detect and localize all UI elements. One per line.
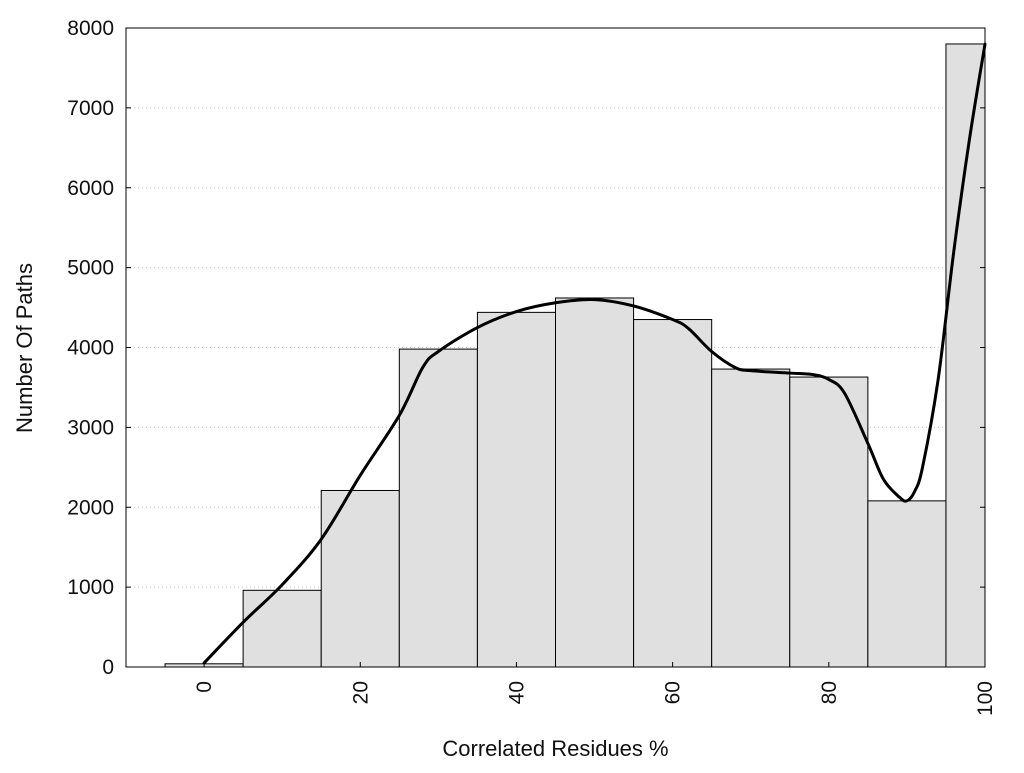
x-tick-label: 40 <box>505 681 528 704</box>
histogram-bar <box>633 319 713 667</box>
histogram-bar <box>867 500 947 667</box>
x-tick-label: 80 <box>818 681 841 704</box>
x-tick-label: 0 <box>193 681 216 693</box>
y-axis-ticks: 0 1000 2000 3000 4000 5000 6000 7000 8000 <box>67 17 985 679</box>
y-tick-label: 7000 <box>67 97 114 120</box>
x-tick-label: 20 <box>349 681 372 704</box>
x-tick-label: 60 <box>662 681 685 704</box>
y-tick-label: 2000 <box>67 496 114 519</box>
histogram-bars <box>164 43 985 667</box>
x-axis-ticks: 0 20 40 60 80 100 <box>193 662 997 716</box>
y-tick-label: 0 <box>102 656 114 679</box>
histogram-bar <box>398 348 478 667</box>
x-tick-label: 100 <box>974 681 997 716</box>
y-tick-label: 4000 <box>67 337 114 360</box>
histogram-bar <box>320 489 400 667</box>
histogram-bar <box>789 376 869 667</box>
density-curve-line <box>202 42 987 665</box>
y-tick-label: 1000 <box>67 576 114 599</box>
y-tick-label: 8000 <box>67 17 114 40</box>
histogram-bar <box>945 43 985 667</box>
histogram-bar <box>242 589 322 667</box>
y-tick-label: 6000 <box>67 177 114 200</box>
histogram-bar <box>476 311 556 667</box>
y-tick-label: 5000 <box>67 257 114 280</box>
y-axis-title: Number Of Paths <box>12 263 37 433</box>
histogram-bar <box>555 297 635 667</box>
x-axis-title: Correlated Residues % <box>442 736 668 761</box>
y-tick-label: 3000 <box>67 416 114 439</box>
histogram-bar <box>711 368 791 667</box>
density-curve <box>202 42 987 665</box>
